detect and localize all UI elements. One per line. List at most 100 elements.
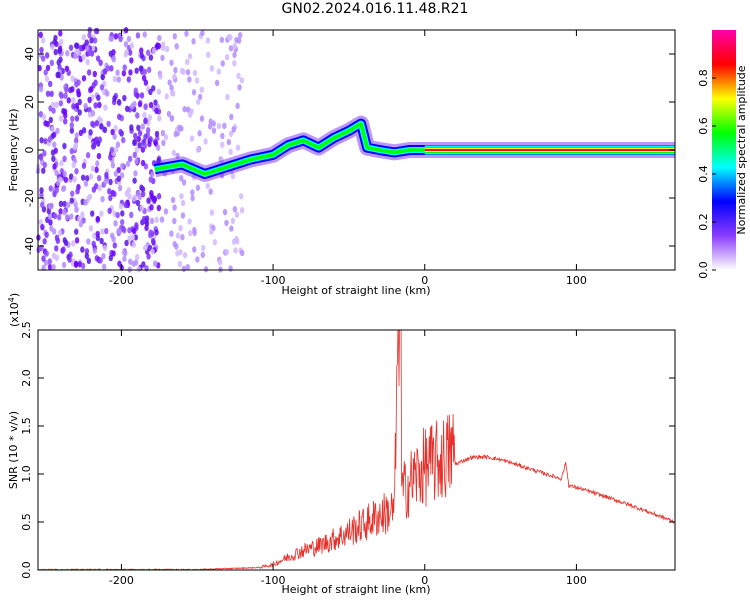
heatmap-speckle bbox=[118, 35, 123, 43]
heatmap-speckle bbox=[58, 100, 64, 107]
snr-xtick-label: 100 bbox=[566, 574, 587, 587]
heatmap-speckle bbox=[233, 247, 238, 254]
snr-panel: -200 -100 0 100 0.0 0.5 1.0 1.5 2.0 2.5 Height of… bbox=[7, 293, 676, 596]
heatmap-speckle bbox=[133, 234, 139, 241]
heatmap-speckle bbox=[42, 238, 47, 245]
heatmap-speckle bbox=[81, 127, 87, 134]
heatmap-speckle bbox=[239, 249, 245, 257]
heatmap-speckle bbox=[174, 243, 179, 250]
heatmap-speckle bbox=[57, 229, 63, 237]
heatmap-speckle bbox=[149, 217, 155, 225]
heatmap-speckle bbox=[236, 72, 241, 80]
heatmap-marks bbox=[35, 26, 675, 273]
heatmap-speckle bbox=[142, 244, 148, 252]
heatmap-speckle bbox=[81, 34, 87, 41]
heatmap-speckle bbox=[169, 89, 175, 97]
heatmap-speckle bbox=[71, 161, 76, 169]
heatmap-speckle bbox=[170, 196, 176, 204]
colorbar-tick-label: 0.0 bbox=[697, 261, 710, 279]
heatmap-speckle bbox=[138, 65, 144, 72]
heatmap-ytick-label: -20 bbox=[23, 189, 36, 207]
heatmap-speckle bbox=[155, 42, 160, 49]
heatmap-speckle bbox=[219, 36, 225, 44]
heatmap-speckle bbox=[38, 218, 43, 226]
heatmap-speckle bbox=[54, 101, 59, 109]
heatmap-speckle bbox=[132, 151, 138, 159]
heatmap-speckle bbox=[169, 115, 175, 122]
heatmap-speckle bbox=[87, 96, 92, 104]
heatmap-speckle bbox=[93, 182, 99, 190]
heatmap-speckle bbox=[141, 261, 146, 268]
heatmap-speckle bbox=[148, 88, 153, 96]
heatmap-speckle bbox=[149, 204, 154, 211]
heatmap-speckle bbox=[116, 113, 122, 120]
heatmap-speckle bbox=[39, 191, 44, 199]
heatmap-speckle bbox=[112, 75, 118, 83]
heatmap-speckle bbox=[139, 92, 145, 99]
heatmap-speckle bbox=[90, 45, 96, 52]
heatmap-speckle bbox=[94, 166, 99, 173]
heatmap-speckle bbox=[167, 79, 172, 86]
heatmap-speckle bbox=[180, 199, 186, 207]
heatmap-speckle bbox=[199, 115, 205, 122]
heatmap-speckle bbox=[83, 102, 88, 110]
heatmap-speckle bbox=[120, 218, 125, 226]
heatmap-speckle bbox=[127, 155, 133, 163]
heatmap-speckle bbox=[56, 214, 62, 221]
heatmap-speckle bbox=[197, 93, 203, 101]
heatmap-speckle bbox=[216, 122, 222, 130]
heatmap-speckle bbox=[104, 227, 109, 235]
heatmap-speckle bbox=[78, 44, 84, 52]
heatmap-speckle bbox=[126, 187, 132, 194]
heatmap-speckle bbox=[40, 37, 46, 44]
heatmap-speckle bbox=[93, 102, 98, 109]
heatmap-speckle bbox=[126, 76, 132, 83]
heatmap-speckle bbox=[184, 30, 189, 37]
heatmap-speckle bbox=[177, 124, 182, 132]
heatmap-speckle bbox=[69, 147, 74, 155]
heatmap-speckle bbox=[58, 200, 64, 208]
heatmap-speckle bbox=[99, 84, 105, 91]
heatmap-speckle bbox=[110, 128, 115, 136]
heatmap-speckle bbox=[203, 138, 208, 145]
heatmap-speckle bbox=[102, 244, 108, 252]
heatmap-speckle bbox=[192, 69, 198, 77]
heatmap-speckle bbox=[81, 162, 87, 169]
heatmap-speckle bbox=[68, 44, 74, 51]
heatmap-speckle bbox=[39, 187, 44, 194]
snr-ytick-label: 2.5 bbox=[20, 321, 33, 339]
heatmap-speckle bbox=[137, 142, 142, 149]
heatmap-speckle bbox=[117, 260, 122, 267]
heatmap-speckle bbox=[123, 249, 128, 257]
colorbar: 0.0 0.2 0.4 0.6 0.8 Normalized spectral ampl… bbox=[697, 30, 748, 279]
heatmap-speckle bbox=[122, 255, 127, 262]
heatmap-speckle bbox=[78, 129, 84, 137]
heatmap-speckle bbox=[172, 204, 177, 211]
heatmap-speckle bbox=[178, 248, 183, 256]
heatmap-speckle bbox=[100, 73, 105, 81]
heatmap-xtick-label: -100 bbox=[261, 274, 286, 287]
heatmap-speckle bbox=[175, 232, 181, 239]
heatmap-speckle bbox=[160, 54, 165, 62]
heatmap-speckle bbox=[234, 36, 239, 44]
heatmap-speckle bbox=[43, 120, 48, 127]
heatmap-ytick-label: 20 bbox=[23, 95, 36, 109]
heatmap-speckle bbox=[51, 252, 57, 260]
heatmap-speckle bbox=[203, 266, 209, 273]
heatmap-speckle bbox=[55, 127, 60, 135]
heatmap-speckle bbox=[171, 149, 177, 157]
heatmap-speckle bbox=[133, 259, 139, 266]
heatmap-speckle bbox=[209, 228, 214, 235]
heatmap-speckle bbox=[172, 33, 177, 40]
heatmap-speckle bbox=[144, 220, 150, 227]
heatmap-speckle bbox=[77, 109, 82, 116]
heatmap-speckle bbox=[137, 129, 143, 137]
heatmap-speckle bbox=[145, 49, 151, 56]
colorbar-label: Normalized spectral amplitude bbox=[735, 65, 748, 234]
heatmap-speckle bbox=[125, 160, 131, 168]
colorbar-tick-label: 0.6 bbox=[697, 117, 710, 135]
heatmap-speckle bbox=[155, 144, 161, 151]
heatmap-speckle bbox=[147, 114, 153, 121]
heatmap-speckle bbox=[58, 115, 64, 122]
heatmap-speckle bbox=[52, 38, 57, 46]
